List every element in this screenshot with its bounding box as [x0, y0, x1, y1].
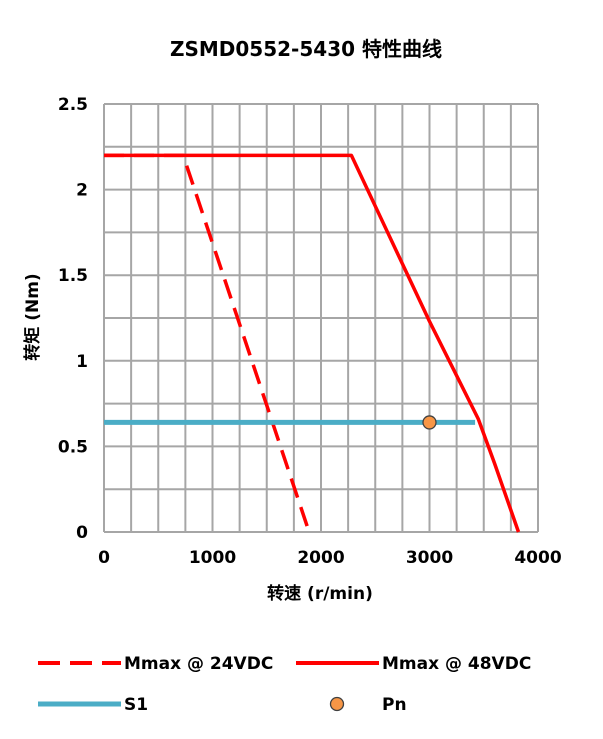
- grid: [103, 103, 539, 533]
- y-tick-label: 2: [76, 181, 88, 201]
- x-axis-label: 转速 (r/min): [267, 583, 373, 604]
- x-tick-label: 3000: [406, 548, 453, 568]
- x-tick-label: 2000: [297, 548, 344, 568]
- tick-labels: 0 1000 2000 3000 4000 0 0.5 1 1.5 2 2.5: [58, 95, 562, 568]
- y-tick-label: 0.5: [58, 437, 88, 457]
- legend-item-mmax-48vdc: Mmax @ 48VDC: [296, 654, 531, 674]
- series-group: [104, 153, 521, 533]
- y-tick-label: 1: [76, 352, 88, 372]
- x-tick-label: 4000: [514, 548, 561, 568]
- legend-label: Mmax @ 48VDC: [382, 654, 531, 674]
- legend-item-pn: Pn: [329, 695, 407, 715]
- legend-label: S1: [124, 695, 148, 715]
- legend-label: Pn: [382, 695, 407, 715]
- series-mmax-24vdc: [104, 153, 311, 533]
- y-tick-label: 1.5: [58, 266, 88, 286]
- y-tick-label: 0: [76, 523, 88, 543]
- legend-swatch: [329, 696, 345, 712]
- y-tick-label: 2.5: [58, 95, 88, 115]
- series-mmax-48vdc: [104, 153, 521, 533]
- chart-title: ZSMD0552-5430 特性曲线: [170, 37, 442, 61]
- legend-item-mmax-24vdc: Mmax @ 24VDC: [38, 654, 273, 674]
- legend-label: Mmax @ 24VDC: [124, 654, 273, 674]
- y-axis-label: 转矩 (Nm): [22, 273, 43, 360]
- legend: Mmax @ 24VDC Mmax @ 48VDC S1 Pn: [38, 654, 531, 715]
- point-pn: [422, 415, 437, 430]
- x-tick-label: 0: [98, 548, 110, 568]
- legend-item-s1: S1: [38, 695, 148, 715]
- x-tick-label: 1000: [189, 548, 236, 568]
